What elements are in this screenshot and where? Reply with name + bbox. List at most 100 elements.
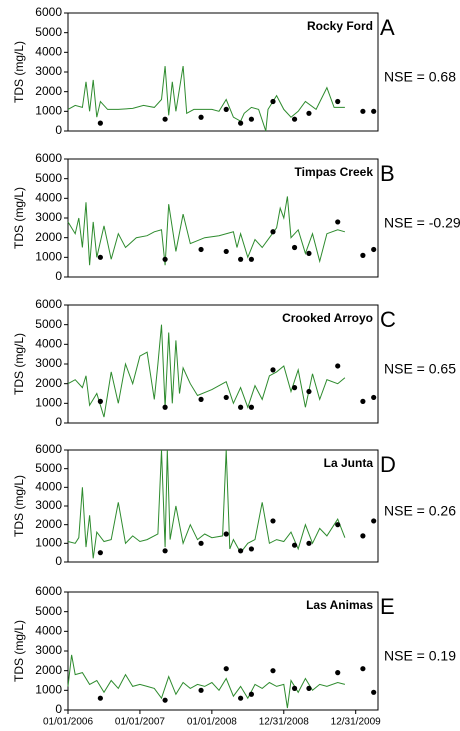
panel-label: E [380,594,395,619]
observed-point [371,108,377,114]
y-tick-label: 5000 [35,317,62,331]
observed-point [238,695,244,701]
y-tick-label: 5000 [35,461,62,475]
y-axis-label: TDS (mg/L) [12,187,26,249]
y-tick-label: 2000 [35,84,62,98]
observed-point [270,367,276,373]
observed-point [360,398,366,404]
y-tick-label: 1000 [35,250,62,264]
y-tick-label: 6000 [35,584,62,598]
observed-point [270,518,276,524]
panel-title: Las Animas [306,598,373,612]
y-tick-label: 3000 [35,64,62,78]
observed-point [248,691,255,697]
observed-point [371,246,377,253]
y-tick-label: 1000 [35,104,62,118]
y-tick-label: 1000 [35,683,62,697]
y-tick-label: 5000 [35,171,62,185]
observed-point [371,518,377,524]
y-tick-label: 2000 [35,517,62,531]
observed-point [371,689,377,695]
observed-point [306,250,312,256]
simulated-line [67,654,346,709]
observed-point [291,542,298,548]
observed-point [335,670,341,676]
y-tick-label: 4000 [35,624,62,638]
observed-point [198,114,204,120]
y-axis-label: TDS (mg/L) [12,475,26,537]
y-axis-label: TDS (mg/L) [12,41,26,103]
observed-point [238,120,244,126]
observed-point [291,116,298,122]
simulated-line [67,449,346,559]
observed-point [270,98,276,105]
y-tick-label: 3000 [35,498,62,512]
annotation: NSE = 0.26 [384,502,456,518]
y-tick-label: 0 [55,702,62,716]
panel-title: La Junta [324,456,374,470]
annotation: NSE = -0.29 [384,215,460,231]
y-tick-label: 2000 [35,230,62,244]
observed-point [198,687,204,693]
observed-point [335,98,341,105]
y-tick-label: 6000 [35,442,62,456]
annotation: NSE = 0.19 [384,648,456,664]
observed-point [238,404,244,410]
observed-point [360,533,366,539]
y-axis-label: TDS (mg/L) [12,333,26,395]
observed-point [291,244,298,251]
observed-point [162,116,168,122]
annotation: NSE = 0.65 [384,361,456,377]
observed-point [306,685,312,691]
observed-point [223,666,229,672]
panel-label: D [380,452,396,477]
observed-point [198,246,204,253]
y-tick-label: 0 [55,554,62,568]
observed-point [270,668,276,674]
y-tick-label: 2000 [35,663,62,677]
observed-point [360,666,366,672]
observed-point [291,685,298,691]
x-tick-label: 01/01/2006 [43,717,93,728]
observed-point [306,110,312,116]
y-tick-label: 3000 [35,643,62,657]
observed-point [97,120,103,126]
panel-title: Rocky Ford [307,19,373,33]
panel-label: C [380,307,396,332]
y-tick-label: 6000 [35,5,62,19]
observed-point [335,522,341,528]
observed-point [248,546,255,552]
observed-point [371,394,377,401]
observed-point [97,398,103,404]
observed-point [270,229,276,235]
y-tick-label: 0 [55,269,62,283]
y-tick-label: 5000 [35,604,62,618]
y-axis-label: TDS (mg/L) [12,620,26,682]
x-tick-label: 01/01/2007 [115,717,165,728]
panel-label: B [380,161,395,186]
y-tick-label: 4000 [35,337,62,351]
y-tick-label: 3000 [35,356,62,370]
panel-title: Timpas Creek [295,165,374,179]
observed-point [335,363,341,369]
observed-point [223,106,229,112]
observed-point [306,540,312,546]
observed-point [238,256,244,262]
observed-point [223,531,229,537]
observed-point [97,695,103,701]
y-tick-label: 1000 [35,396,62,410]
y-tick-label: 4000 [35,480,62,494]
y-tick-label: 4000 [35,191,62,205]
observed-point [198,396,204,402]
observed-point [335,219,341,225]
observed-point [162,404,168,410]
simulated-line [67,196,346,266]
panel-label: A [380,15,395,40]
y-tick-label: 3000 [35,210,62,224]
x-tick-label: 01/01/2008 [187,717,237,728]
panel-title: Crooked Arroyo [282,311,373,325]
y-tick-label: 6000 [35,151,62,165]
observed-point [238,548,244,554]
observed-point [162,697,168,703]
